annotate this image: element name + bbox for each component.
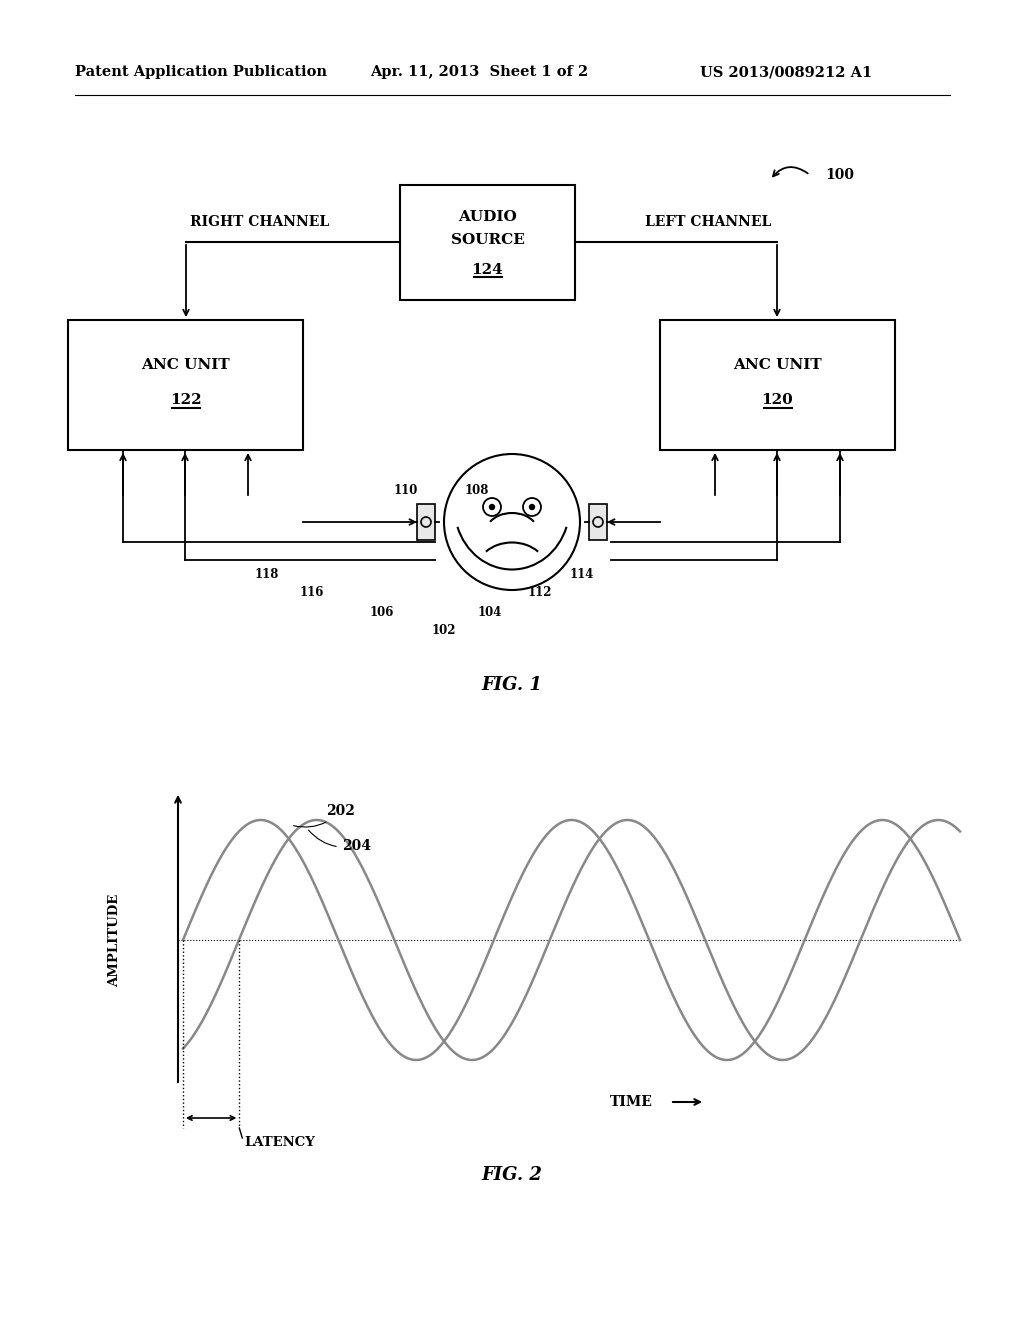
Text: 116: 116 <box>300 586 325 599</box>
Text: AMPLITUDE: AMPLITUDE <box>109 894 122 986</box>
Text: 122: 122 <box>170 393 202 407</box>
Text: ANC UNIT: ANC UNIT <box>141 358 229 372</box>
Text: TIME: TIME <box>610 1096 653 1109</box>
Text: 106: 106 <box>370 606 394 619</box>
Bar <box>400 185 575 300</box>
Text: 202: 202 <box>294 804 354 828</box>
Text: 114: 114 <box>570 569 594 582</box>
Text: Patent Application Publication: Patent Application Publication <box>75 65 327 79</box>
Circle shape <box>529 504 535 510</box>
Bar <box>417 504 435 540</box>
Bar <box>589 504 607 540</box>
Bar <box>660 319 895 450</box>
Text: 118: 118 <box>255 569 280 582</box>
Text: FIG. 1: FIG. 1 <box>481 676 543 694</box>
Text: AUDIO: AUDIO <box>458 210 517 224</box>
Text: LATENCY: LATENCY <box>245 1135 315 1148</box>
Text: RIGHT CHANNEL: RIGHT CHANNEL <box>190 215 330 228</box>
Text: 124: 124 <box>472 263 504 277</box>
Text: LEFT CHANNEL: LEFT CHANNEL <box>645 215 771 228</box>
Bar <box>68 319 303 450</box>
Text: 102: 102 <box>432 623 457 636</box>
Text: SOURCE: SOURCE <box>451 234 524 247</box>
Text: US 2013/0089212 A1: US 2013/0089212 A1 <box>700 65 872 79</box>
Text: 110: 110 <box>394 483 419 496</box>
Text: ANC UNIT: ANC UNIT <box>733 358 822 372</box>
Text: Apr. 11, 2013  Sheet 1 of 2: Apr. 11, 2013 Sheet 1 of 2 <box>370 65 588 79</box>
Text: 112: 112 <box>528 586 553 599</box>
Text: FIG. 2: FIG. 2 <box>481 1166 543 1184</box>
Text: 204: 204 <box>308 830 371 853</box>
Text: 108: 108 <box>465 483 489 496</box>
Circle shape <box>489 504 495 510</box>
Text: 120: 120 <box>762 393 794 407</box>
Text: 104: 104 <box>478 606 503 619</box>
Text: 100: 100 <box>825 168 854 182</box>
